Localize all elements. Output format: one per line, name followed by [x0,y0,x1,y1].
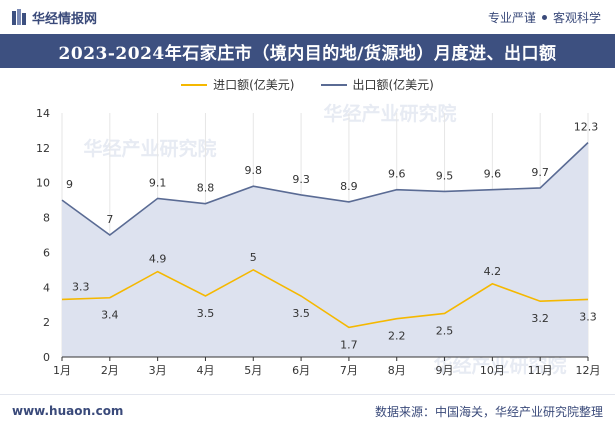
export-data-label: 9.6 [388,168,406,181]
x-tick-label: 3月 [149,364,167,377]
export-data-label: 9.1 [149,176,167,189]
y-tick-label: 0 [43,351,50,364]
tagline: 专业严谨 客观科学 [488,9,601,26]
import-data-label: 3.2 [531,312,549,325]
import-data-label: 3.4 [101,309,119,322]
y-tick-label: 10 [36,177,50,190]
export-data-label: 9.6 [484,168,502,181]
line-chart: 华经产业研究院华经产业研究院华经产业研究院华经产业研究院华经产业研究院 0246… [36,102,601,377]
x-tick-label: 11月 [528,364,553,377]
footer: www.huaon.com 数据来源：中国海关，华经产业研究院整理 [0,394,615,427]
export-data-label: 9 [66,178,73,191]
x-tick-label: 1月 [53,364,71,377]
legend-swatch-import [181,83,208,86]
watermark-text: 华经产业研究院 [83,137,216,160]
x-tick-label: 5月 [244,364,262,377]
dot-separator-icon [541,14,547,20]
legend-label-import: 进口额(亿美元) [213,78,295,92]
top-bar: 华经情报网 专业严谨 客观科学 [0,0,615,34]
footer-url: www.huaon.com [12,404,124,418]
x-tick-label: 4月 [196,364,214,377]
import-data-label: 3.3 [579,310,597,323]
axes: 0 2 4 6 8 10 12 14 1月 2月 3月 4月 5月 6月 7月 8月 9月 10月 11月 12月 [36,107,601,377]
brand: 华经情报网 [12,8,97,27]
import-series-line [61,268,589,329]
watermark-text: 华经产业研究院 [323,102,456,125]
export-data-label: 9.7 [531,166,549,179]
import-data-label: 1.7 [340,338,358,351]
legend: 进口额(亿美元) 出口额(亿美元) [0,76,615,93]
import-data-label: 4.2 [484,265,502,278]
export-data-label: 8.9 [340,180,358,193]
import-data-label: 3.5 [292,307,310,320]
x-tick-label: 8月 [388,364,406,377]
import-data-label: 4.9 [149,253,167,266]
watermark-text: 华经产业研究院 [433,354,566,377]
export-area-fill [62,142,588,357]
import-data-label: 2.5 [436,324,454,337]
legend-swatch-export [320,83,347,86]
y-tick-label: 2 [43,316,50,329]
footer-source: 数据来源：中国海关，华经产业研究院整理 [374,404,603,419]
legend-label-export: 出口额(亿美元) [352,78,434,92]
import-data-label: 3.3 [72,280,90,293]
tagline-right: 客观科学 [552,10,601,25]
import-data-label: 2.2 [388,330,406,343]
x-tick-label: 10月 [480,364,505,377]
y-tick-label: 4 [43,281,50,294]
x-tick-label: 7月 [340,364,358,377]
x-tick-label: 6月 [292,364,310,377]
y-tick-label: 14 [36,107,50,120]
export-data-label: 9.5 [436,169,454,182]
x-tick-label: 12月 [576,364,601,377]
data-labels: 9 7 9.1 8.8 9.8 9.3 8.9 9.6 9.5 9.6 9.7 12.3 3.3 3.4 4… [66,121,598,352]
import-data-label: 3.5 [197,307,215,320]
brand-name: 华经情报网 [32,11,98,27]
y-tick-label: 12 [36,142,50,155]
x-tick-label: 2月 [101,364,119,377]
y-tick-label: 6 [43,246,50,259]
import-data-label: 5 [250,251,257,264]
chart-title: 2023-2024年石家庄市（境内目的地/货源地）月度进、出口额 [0,34,615,68]
export-data-label: 7 [106,213,113,226]
export-data-label: 12.3 [574,121,599,134]
y-tick-label: 8 [43,212,50,225]
export-data-label: 8.8 [197,182,215,195]
x-tick-label: 9月 [436,364,454,377]
legend-item-import: 进口额(亿美元) [181,76,295,93]
huajing-logo-icon [12,9,26,25]
tagline-left: 专业严谨 [487,10,536,25]
legend-item-export: 出口额(亿美元) [320,76,434,93]
export-data-label: 9.8 [245,164,263,177]
export-data-label: 9.3 [292,173,310,186]
export-series-line [61,142,589,236]
